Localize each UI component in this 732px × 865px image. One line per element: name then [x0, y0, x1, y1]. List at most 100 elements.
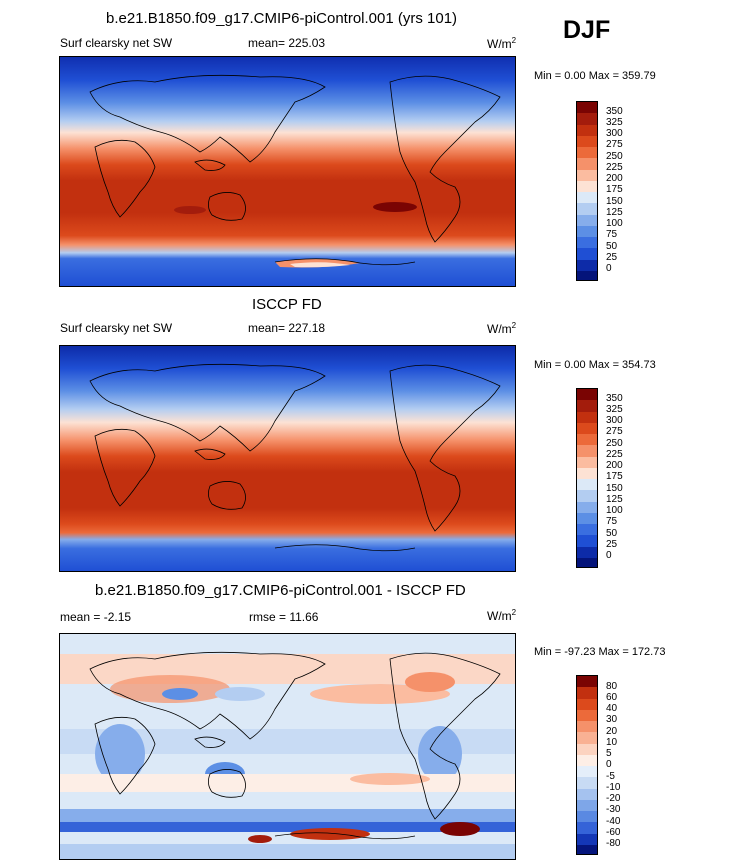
panel-3-mean-label: mean = -2.15 — [60, 610, 132, 624]
colorbar-label: 80 — [606, 681, 618, 692]
panel-2-minmax: Min = 0.00 Max = 354.73 — [534, 359, 656, 371]
colorbar-swatch — [577, 501, 597, 513]
colorbar-swatch — [577, 811, 597, 823]
colorbar-swatch — [577, 467, 597, 479]
colorbar-label: 250 — [606, 438, 623, 449]
colorbar-swatch — [577, 434, 597, 446]
colorbar-label: 125 — [606, 207, 623, 218]
colorbar-label: -30 — [606, 804, 621, 815]
colorbar-label: 60 — [606, 692, 618, 703]
colorbar-label: 100 — [606, 505, 623, 516]
colorbar-swatch — [577, 698, 597, 710]
colorbar-swatch — [577, 709, 597, 721]
colorbar-swatch — [577, 799, 597, 811]
colorbar-label: 200 — [606, 173, 623, 184]
colorbar-label: 50 — [606, 528, 618, 539]
panel-1-minmax: Min = 0.00 Max = 359.79 — [534, 70, 656, 82]
colorbar-swatch — [577, 169, 597, 181]
colorbar-swatch — [577, 113, 597, 125]
colorbar-swatch — [577, 445, 597, 457]
colorbar-swatch — [577, 512, 597, 524]
colorbar-swatch — [577, 557, 597, 567]
colorbar-label: 0 — [606, 550, 612, 561]
panel-3-minmax: Min = -97.23 Max = 172.73 — [534, 646, 666, 658]
colorbar-swatch — [577, 158, 597, 170]
colorbar-swatch — [577, 687, 597, 699]
panel-1-mean-label: mean= 225.03 — [248, 36, 326, 50]
colorbar-label: 20 — [606, 726, 618, 737]
panel-3-map — [59, 633, 516, 860]
colorbar-label: 300 — [606, 415, 623, 426]
season-label: DJF — [563, 16, 611, 44]
panel-3-colorbar — [576, 675, 598, 855]
colorbar-label: 175 — [606, 471, 623, 482]
panel-2-map — [59, 345, 516, 572]
colorbar-label: 25 — [606, 252, 618, 263]
colorbar-swatch — [577, 147, 597, 159]
colorbar-swatch — [577, 102, 597, 114]
colorbar-swatch — [577, 490, 597, 502]
colorbar-label: -10 — [606, 782, 621, 793]
colorbar-swatch — [577, 192, 597, 204]
colorbar-swatch — [577, 225, 597, 237]
colorbar-swatch — [577, 524, 597, 536]
panel-3-rmse-label: rmse = 11.66 — [249, 610, 319, 624]
colorbar-swatch — [577, 259, 597, 271]
colorbar-label: 350 — [606, 106, 623, 117]
colorbar-label: -40 — [606, 816, 621, 827]
panel-3-map-plot — [60, 634, 515, 859]
colorbar-label: -60 — [606, 827, 621, 838]
colorbar-label: 125 — [606, 494, 623, 505]
colorbar-swatch — [577, 135, 597, 147]
colorbar-label: 75 — [606, 516, 618, 527]
colorbar-label: 25 — [606, 539, 618, 550]
panel-1-colorbar — [576, 101, 598, 281]
colorbar-swatch — [577, 124, 597, 136]
colorbar-label: 325 — [606, 117, 623, 128]
colorbar-label: 300 — [606, 128, 623, 139]
colorbar-swatch — [577, 676, 597, 688]
colorbar-label: 225 — [606, 162, 623, 173]
colorbar-label: 275 — [606, 426, 623, 437]
colorbar-label: 150 — [606, 196, 623, 207]
colorbar-swatch — [577, 389, 597, 401]
colorbar-swatch — [577, 422, 597, 434]
colorbar-swatch — [577, 833, 597, 845]
colorbar-swatch — [577, 844, 597, 854]
colorbar-swatch — [577, 788, 597, 800]
colorbar-swatch — [577, 180, 597, 192]
colorbar-label: 225 — [606, 449, 623, 460]
colorbar-label: 350 — [606, 393, 623, 404]
panel-2-mean-label: mean= 227.18 — [248, 321, 326, 335]
colorbar-swatch — [577, 214, 597, 226]
colorbar-label: 325 — [606, 404, 623, 415]
colorbar-swatch — [577, 822, 597, 834]
colorbar-swatch — [577, 479, 597, 491]
colorbar-label: 0 — [606, 759, 612, 770]
panel-1-map-plot — [60, 57, 515, 286]
colorbar-label: 275 — [606, 139, 623, 150]
colorbar-swatch — [577, 743, 597, 755]
colorbar-label: 75 — [606, 229, 618, 240]
panel-2-variable-label: Surf clearsky net SW — [60, 321, 173, 335]
panel-2-title: ISCCP FD — [252, 296, 322, 313]
colorbar-swatch — [577, 546, 597, 558]
colorbar-swatch — [577, 754, 597, 766]
panel-2-units: W/m2 — [487, 321, 517, 336]
panel-3-title: b.e21.B1850.f09_g17.CMIP6-piControl.001 … — [95, 582, 466, 599]
colorbar-label: 5 — [606, 748, 612, 759]
colorbar-swatch — [577, 766, 597, 778]
colorbar-label: -80 — [606, 838, 621, 849]
panel-2-colorbar — [576, 388, 598, 568]
colorbar-label: 250 — [606, 151, 623, 162]
colorbar-label: 150 — [606, 483, 623, 494]
colorbar-swatch — [577, 777, 597, 789]
panel-3-units: W/m2 — [487, 608, 517, 623]
panel-2-map-plot — [60, 346, 515, 571]
colorbar-swatch — [577, 535, 597, 547]
colorbar-label: 10 — [606, 737, 618, 748]
colorbar-label: 100 — [606, 218, 623, 229]
panel-1-map — [59, 56, 516, 287]
colorbar-swatch — [577, 400, 597, 412]
colorbar-swatch — [577, 270, 597, 280]
